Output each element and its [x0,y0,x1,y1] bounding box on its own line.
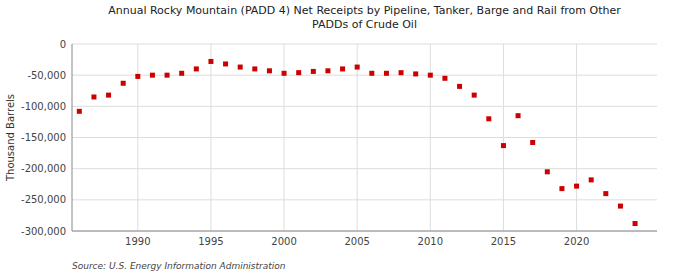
x-grid-line [576,44,577,231]
x-grid-line [137,44,138,231]
point [384,71,389,76]
point [340,66,345,71]
x-tick-label: 1995 [198,236,223,247]
y-grid-line [72,106,657,107]
title-line: PADDs of Crude Oil [312,18,417,31]
point [618,204,623,209]
point [516,113,521,118]
y-tick-label: -50,000 [27,70,66,81]
point [121,81,126,86]
background [0,0,675,275]
point [399,70,404,75]
y-tick-label: 0 [60,39,66,50]
title-line: Annual Rocky Mountain (PADD 4) Net Recei… [108,4,621,17]
point [545,169,550,174]
point [472,93,477,98]
y-grid-line [72,75,657,76]
point [267,68,272,73]
point [282,71,287,76]
y-axis-label: Thousand Barrels [5,94,16,182]
point [603,191,608,196]
y-axis-line [72,44,73,231]
point [223,61,228,66]
point [179,71,184,76]
point [413,71,418,76]
x-grid-line [503,44,504,231]
y-tick-label: -100,000 [21,101,66,112]
point [135,74,140,79]
point [208,59,213,64]
point [633,221,638,226]
y-grid-line [72,137,657,138]
y-tick-label: -250,000 [21,194,66,205]
point [311,69,316,74]
y-tick-label: -200,000 [21,163,66,174]
point [486,116,491,121]
point [106,93,111,98]
point [589,177,594,182]
title: Annual Rocky Mountain (PADD 4) Net Recei… [108,4,621,31]
x-grid-line [357,44,358,231]
point [530,140,535,145]
point [325,68,330,73]
point [238,65,243,70]
y-grid-line [72,168,657,169]
x-tick-label: 2000 [271,236,296,247]
x-tick-label: 1990 [125,236,150,247]
point [457,84,462,89]
y-tick-label: -150,000 [21,132,66,143]
point [442,76,447,81]
points [77,59,638,226]
grid [72,44,657,231]
point [369,71,374,76]
x-tick-label: 2015 [491,236,516,247]
y-grid-line [72,199,657,200]
point [501,143,506,148]
point [428,73,433,78]
point [559,186,564,191]
x-grid-line [430,44,431,231]
x-tick-label: 2005 [344,236,369,247]
source-note: Source: U.S. Energy Information Administ… [72,261,286,271]
x-grid-line [210,44,211,231]
point [194,66,199,71]
point [296,70,301,75]
y-grid-line [72,44,657,45]
y-grid-line [72,231,657,232]
point [91,94,96,99]
point [252,66,257,71]
x-tick-label: 2010 [418,236,443,247]
x-tick-label: 2020 [564,236,589,247]
point [77,109,82,114]
point [165,73,170,78]
chart: Annual Rocky Mountain (PADD 4) Net Recei… [0,0,675,275]
point [574,184,579,189]
x-axis-line [72,231,657,232]
y-tick-label: -300,000 [21,226,66,237]
point [150,73,155,78]
point [355,65,360,70]
